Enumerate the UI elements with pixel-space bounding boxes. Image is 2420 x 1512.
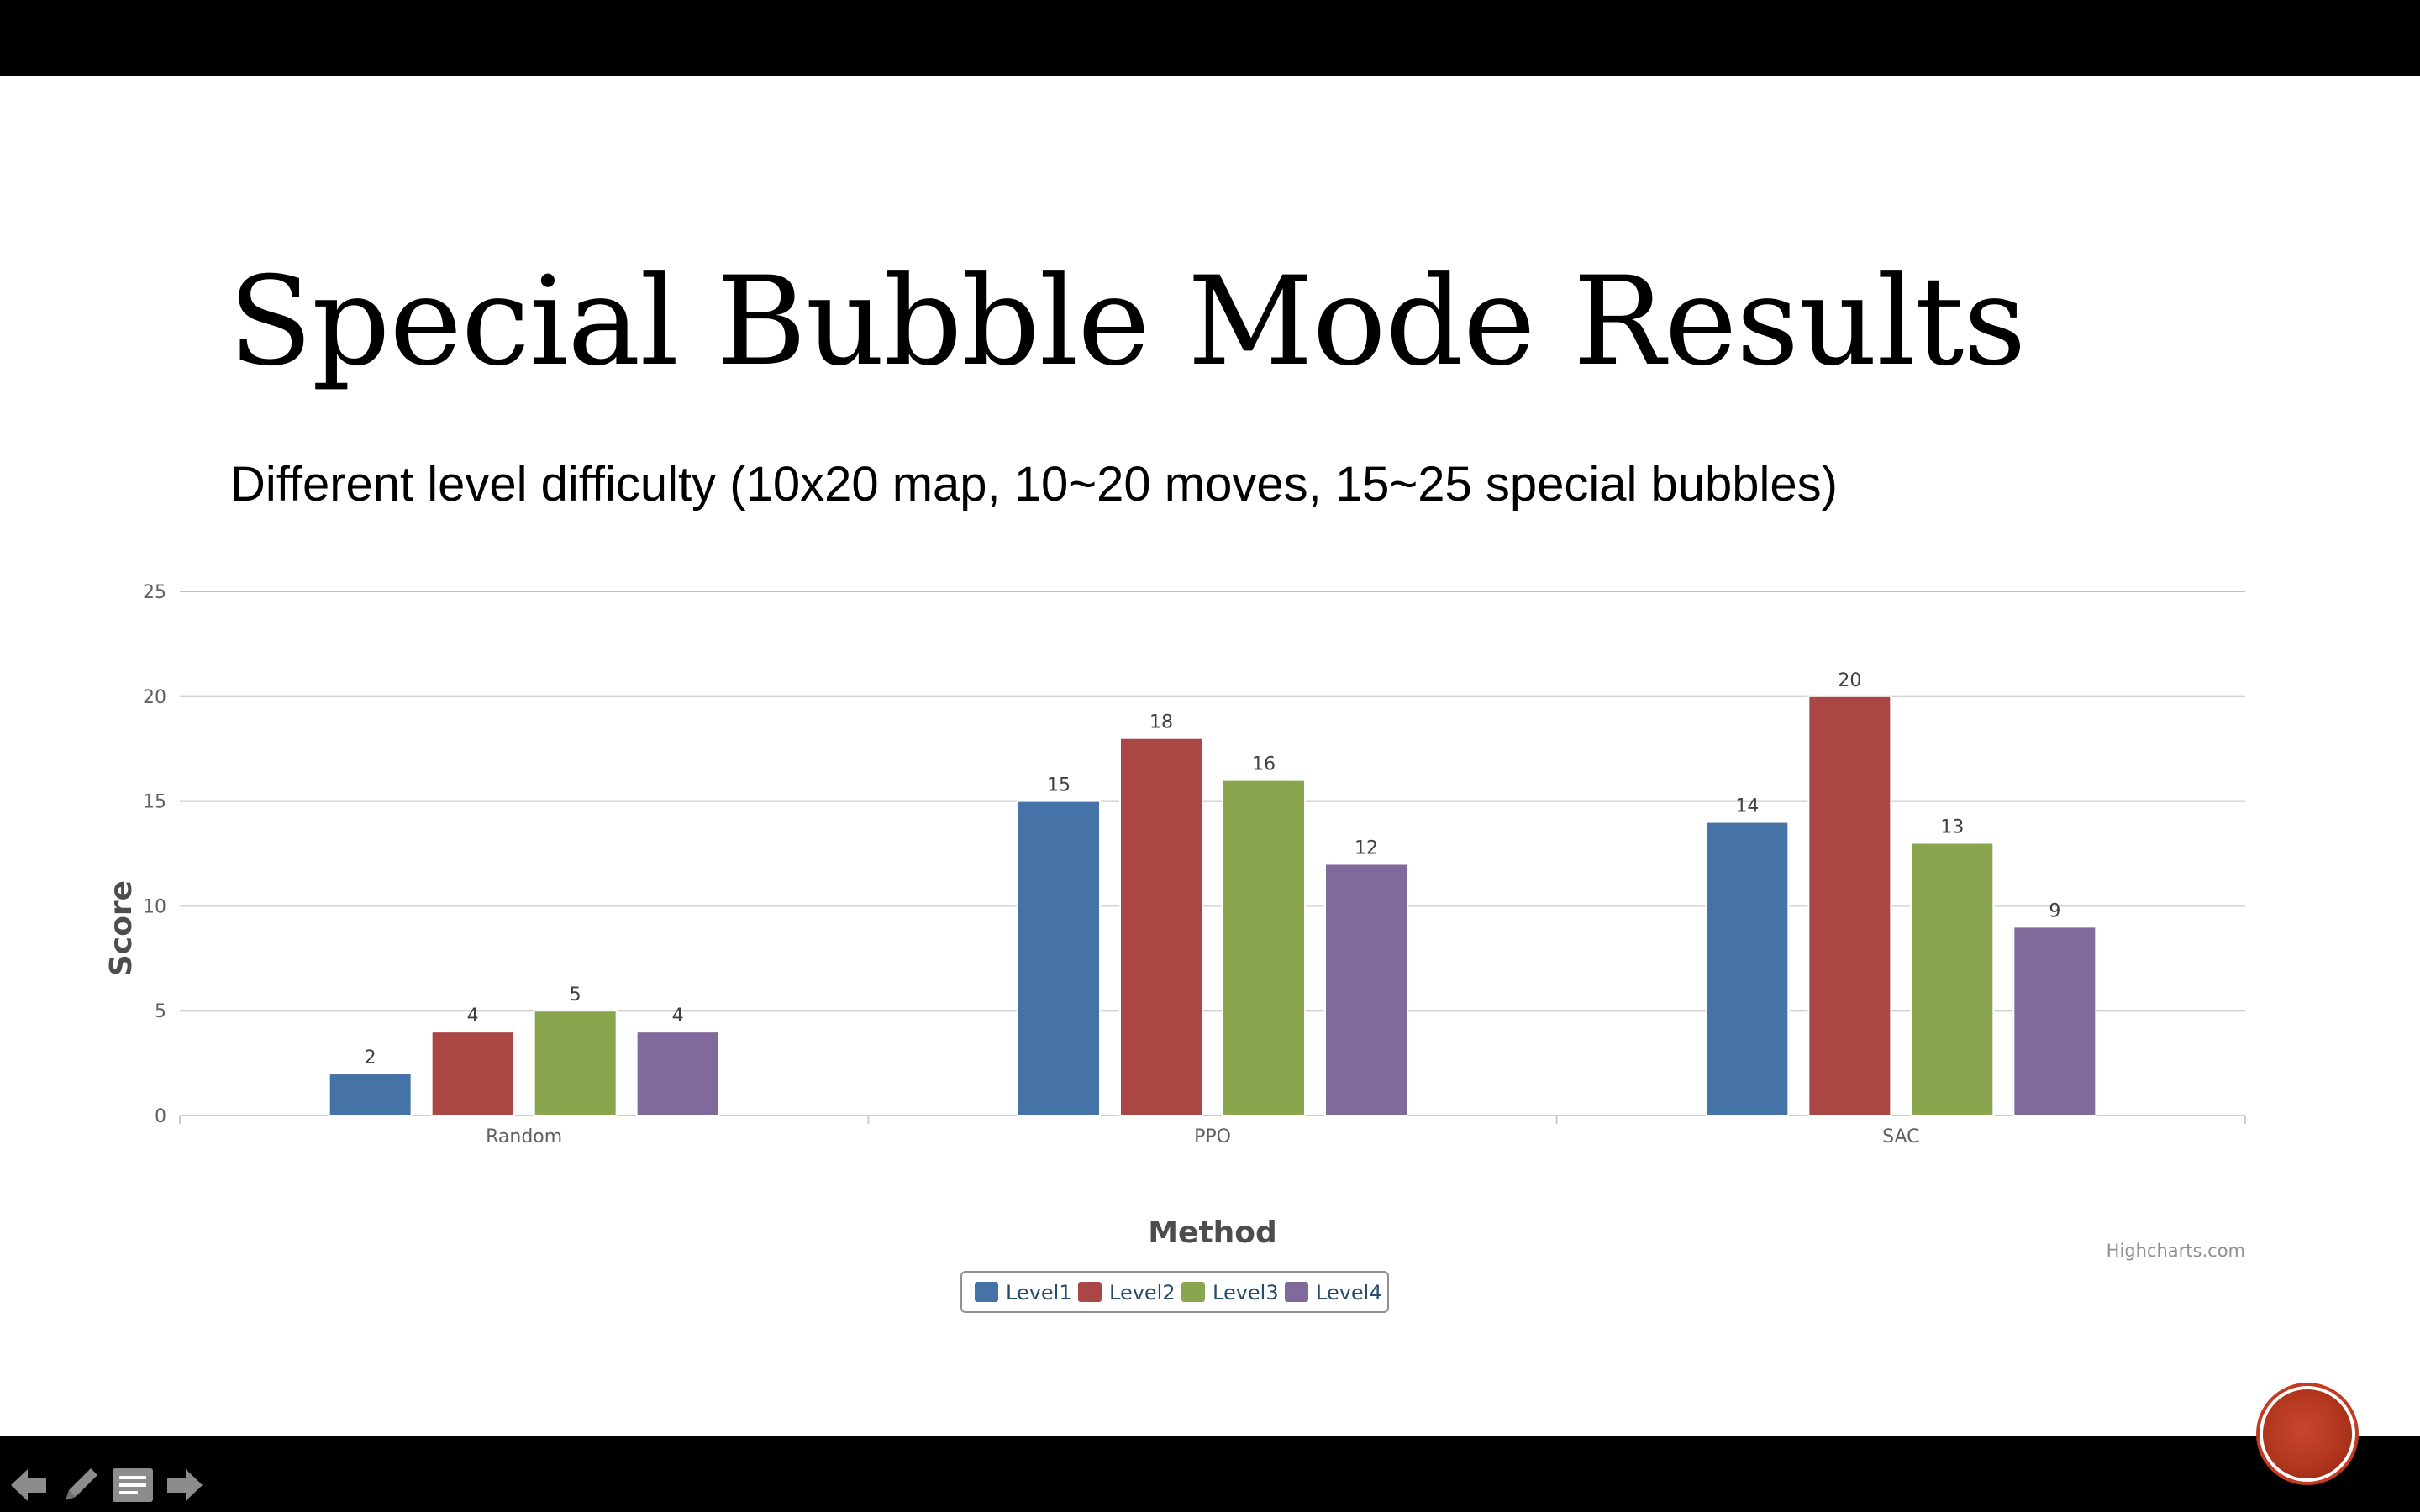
notes-button[interactable] [109, 1462, 156, 1509]
bar[interactable] [2012, 926, 2097, 1116]
data-label: 4 [672, 1005, 684, 1026]
data-label: 2 [365, 1047, 376, 1068]
gridlines [180, 591, 2245, 1012]
data-label: 9 [2049, 900, 2060, 921]
data-label: 16 [1252, 754, 1276, 775]
legend-box [960, 1271, 1389, 1313]
x-axis-title: Method [1148, 1215, 1277, 1250]
slide-title: Special Bubble Mode Results [229, 250, 2026, 393]
legend-label: Level3 [1213, 1281, 1279, 1305]
slide-subtitle: Different level difficulty (10x20 map, 1… [230, 457, 1838, 512]
bar-chart: 0 5 10 15 20 25 Random PPO SAC 2 15 14 4 18 20 5 16 13 4… [104, 582, 2246, 1313]
data-label: 15 [1047, 775, 1071, 796]
previous-slide-button[interactable] [5, 1462, 52, 1509]
bar[interactable] [1910, 842, 1995, 1117]
x-tick-label: PPO [1194, 1126, 1231, 1147]
bar[interactable] [1807, 695, 1892, 1116]
legend-item[interactable]: Level4 [1285, 1281, 1382, 1305]
bar[interactable] [1119, 737, 1203, 1116]
data-label: 13 [1940, 817, 1964, 838]
presentation-logo [2263, 1389, 2352, 1478]
notes-icon [113, 1468, 153, 1502]
x-tick-label: Random [486, 1126, 562, 1147]
slide: Special Bubble Mode Results Different le… [0, 76, 2420, 1502]
legend-label: Level1 [1006, 1281, 1072, 1305]
data-label: 5 [570, 984, 581, 1005]
arrow-left-icon [11, 1469, 46, 1501]
data-label: 20 [1838, 670, 1861, 691]
y-tick-label: 20 [143, 687, 166, 708]
data-labels: 2 15 14 4 18 20 5 16 13 4 12 9 [365, 670, 2061, 1068]
legend-item[interactable]: Level1 [975, 1281, 1072, 1305]
pen-tool-button[interactable] [57, 1462, 104, 1509]
bar[interactable] [430, 1031, 515, 1117]
data-label: 12 [1355, 837, 1378, 858]
data-label: 14 [1735, 796, 1759, 817]
bar[interactable] [328, 1073, 413, 1116]
bar[interactable] [533, 1010, 618, 1116]
x-axis: Random PPO SAC [179, 1115, 2246, 1147]
bar[interactable] [1017, 800, 1101, 1116]
y-tick-label: 25 [143, 582, 166, 603]
pen-icon [66, 1468, 97, 1500]
bar[interactable] [1705, 821, 1790, 1116]
data-label: 18 [1150, 712, 1173, 733]
legend-label: Level4 [1316, 1281, 1382, 1305]
x-tick-label: SAC [1882, 1126, 1919, 1147]
legend-label: Level2 [1109, 1281, 1176, 1305]
y-tick-label: 15 [143, 792, 166, 813]
y-tick-label: 0 [155, 1106, 166, 1127]
next-slide-button[interactable] [161, 1462, 208, 1509]
bar[interactable] [635, 1031, 720, 1117]
y-axis-ticks: 0 5 10 15 20 25 [143, 582, 166, 1127]
legend-item[interactable]: Level3 [1181, 1281, 1279, 1305]
legend: Level1 Level2 Level3 Level4 [960, 1271, 1389, 1313]
legend-swatch [975, 1282, 998, 1302]
y-axis-title: Score [104, 880, 139, 976]
legend-swatch [1078, 1282, 1102, 1302]
bar[interactable] [1222, 779, 1306, 1116]
legend-swatch [1181, 1282, 1205, 1302]
y-tick-label: 10 [143, 896, 166, 917]
arrow-right-icon [167, 1469, 203, 1501]
credits-text[interactable]: Highcharts.com [2107, 1241, 2245, 1261]
bar[interactable] [1324, 863, 1408, 1116]
bars [328, 695, 2097, 1117]
data-label: 4 [467, 1005, 479, 1026]
legend-item[interactable]: Level2 [1078, 1281, 1176, 1305]
slideshow-nav [5, 1462, 208, 1509]
legend-swatch [1285, 1282, 1308, 1302]
y-tick-label: 5 [155, 1001, 166, 1022]
